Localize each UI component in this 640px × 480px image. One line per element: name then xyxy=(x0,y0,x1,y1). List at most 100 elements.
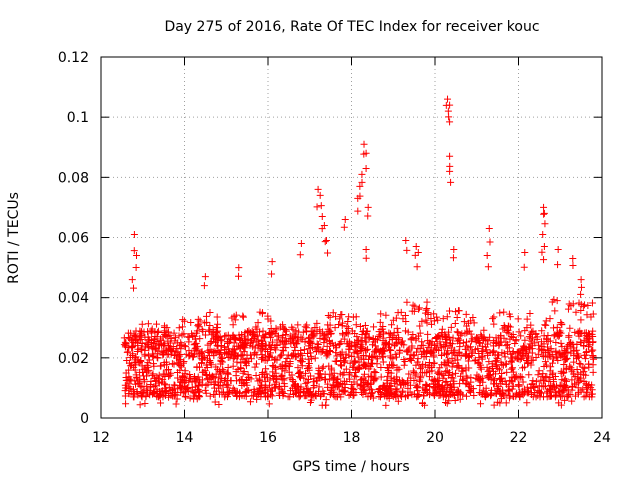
data-point xyxy=(261,378,269,386)
data-point xyxy=(449,371,457,379)
data-point xyxy=(316,392,324,400)
data-point xyxy=(561,356,569,364)
data-point xyxy=(462,310,470,318)
data-point xyxy=(333,393,341,401)
data-point xyxy=(371,342,379,350)
data-point xyxy=(211,398,219,406)
data-point xyxy=(240,392,248,400)
data-point xyxy=(192,383,200,391)
data-point xyxy=(393,324,401,332)
data-point xyxy=(256,376,264,384)
data-point xyxy=(582,351,590,359)
data-point xyxy=(162,381,170,389)
data-point xyxy=(538,248,546,256)
data-point xyxy=(239,369,247,377)
data-point xyxy=(508,385,516,393)
data-point xyxy=(408,344,416,352)
data-point xyxy=(270,383,278,391)
data-point xyxy=(196,363,204,371)
data-point xyxy=(391,380,399,388)
data-point xyxy=(202,312,210,320)
data-point xyxy=(550,332,558,340)
data-point xyxy=(473,334,481,342)
data-point xyxy=(589,327,597,335)
data-point xyxy=(476,339,484,347)
data-point xyxy=(471,356,479,364)
data-point xyxy=(191,347,199,355)
data-point xyxy=(282,330,290,338)
data-point xyxy=(485,358,493,366)
data-point xyxy=(464,357,472,365)
data-point xyxy=(446,167,454,175)
data-point xyxy=(477,361,485,369)
data-point xyxy=(571,328,579,336)
data-point xyxy=(507,350,515,358)
data-point xyxy=(185,333,193,341)
data-point xyxy=(376,385,384,393)
data-point xyxy=(144,336,152,344)
data-point xyxy=(268,258,276,266)
data-point xyxy=(355,365,363,373)
data-point xyxy=(180,330,188,338)
data-point xyxy=(344,324,352,332)
data-point xyxy=(425,358,433,366)
data-point xyxy=(189,353,197,361)
data-point xyxy=(132,336,140,344)
data-point xyxy=(236,389,244,397)
data-point xyxy=(144,328,152,336)
data-point xyxy=(389,362,397,370)
data-point xyxy=(387,369,395,377)
data-point xyxy=(327,330,335,338)
data-point xyxy=(462,380,470,388)
data-point xyxy=(563,392,571,400)
data-point xyxy=(505,344,513,352)
data-point xyxy=(560,368,568,376)
data-point xyxy=(150,352,158,360)
data-point xyxy=(354,207,362,215)
data-point xyxy=(495,340,503,348)
data-point xyxy=(423,305,431,313)
data-point xyxy=(564,393,572,401)
data-point xyxy=(573,352,581,360)
data-point xyxy=(577,290,585,298)
data-point xyxy=(362,165,370,173)
data-point xyxy=(132,252,140,260)
data-point xyxy=(294,321,302,329)
data-point xyxy=(196,317,204,325)
data-point xyxy=(539,351,547,359)
data-point xyxy=(383,339,391,347)
data-point xyxy=(321,336,329,344)
data-point xyxy=(232,352,240,360)
data-point xyxy=(397,308,405,316)
data-point xyxy=(201,273,209,281)
data-point xyxy=(371,348,379,356)
data-point xyxy=(546,315,554,323)
data-point xyxy=(174,374,182,382)
data-point xyxy=(144,363,152,371)
data-point xyxy=(361,322,369,330)
data-point xyxy=(292,382,300,390)
data-point xyxy=(534,350,542,358)
data-point xyxy=(575,329,583,337)
data-point xyxy=(538,373,546,381)
data-point xyxy=(191,388,199,396)
data-point xyxy=(316,330,324,338)
data-point xyxy=(548,371,556,379)
data-point xyxy=(311,391,319,399)
data-point xyxy=(268,270,276,278)
data-point xyxy=(138,368,146,376)
data-point xyxy=(129,350,137,358)
y-tick-label: 0.02 xyxy=(58,351,89,367)
data-point xyxy=(195,352,203,360)
data-point xyxy=(366,363,374,371)
data-point xyxy=(456,343,464,351)
data-point xyxy=(581,364,589,372)
data-point xyxy=(539,230,547,238)
data-point xyxy=(494,386,502,394)
data-point xyxy=(413,358,421,366)
data-point xyxy=(440,349,448,357)
data-point xyxy=(241,334,249,342)
data-point xyxy=(541,382,549,390)
data-point xyxy=(233,352,241,360)
